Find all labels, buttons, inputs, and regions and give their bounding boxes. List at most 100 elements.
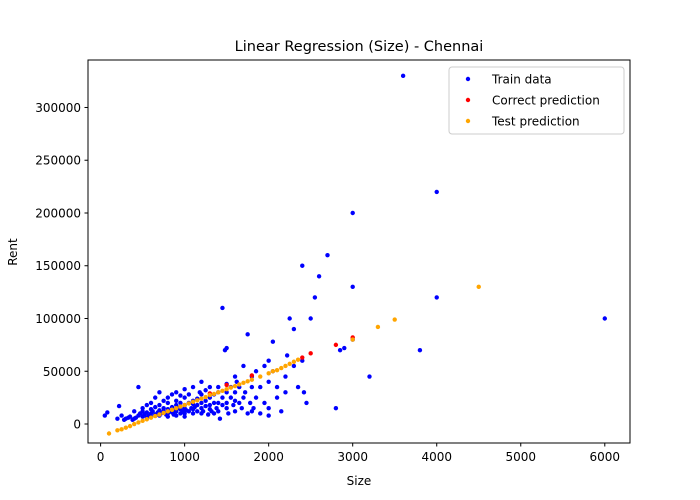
data-point — [174, 398, 179, 403]
data-point — [270, 339, 276, 344]
y-tick-label: 200000 — [35, 206, 81, 220]
data-point — [207, 392, 213, 398]
data-point — [291, 363, 297, 369]
data-point — [203, 403, 208, 409]
data-point — [350, 284, 355, 290]
data-point — [203, 394, 208, 400]
data-point — [190, 384, 196, 390]
data-point — [199, 379, 204, 384]
data-point — [224, 405, 229, 411]
data-point — [301, 390, 307, 395]
data-point — [190, 411, 196, 416]
x-axis-ticks: 0 1000 2000 3000 4000 5000 6000 — [97, 443, 620, 464]
data-point — [245, 379, 250, 384]
data-point — [249, 384, 255, 390]
data-point — [241, 380, 246, 386]
data-point — [195, 398, 200, 403]
data-point — [400, 73, 406, 79]
data-point — [417, 347, 423, 353]
data-point — [157, 412, 162, 417]
data-point — [123, 425, 129, 430]
data-point — [102, 413, 108, 418]
data-point — [392, 317, 397, 322]
data-point — [216, 390, 221, 395]
data-point — [266, 413, 271, 418]
data-point — [333, 405, 339, 411]
data-point — [165, 395, 171, 400]
data-point — [316, 274, 322, 279]
data-point — [220, 305, 225, 311]
y-tick-label: 50000 — [43, 365, 81, 379]
data-point — [295, 357, 301, 362]
data-point — [291, 359, 297, 364]
data-point — [153, 413, 158, 419]
data-point — [283, 374, 288, 379]
data-point — [266, 405, 271, 411]
data-point — [253, 369, 259, 374]
plot-frame — [87, 59, 631, 444]
data-point — [182, 414, 187, 419]
x-tick-label: 0 — [97, 450, 105, 464]
data-point — [300, 358, 305, 363]
data-point — [140, 405, 145, 411]
data-point — [291, 326, 297, 332]
legend-box — [448, 66, 625, 135]
data-point — [245, 411, 250, 416]
data-point — [205, 412, 211, 417]
data-point — [350, 210, 355, 216]
data-point — [174, 390, 179, 395]
data-point — [150, 409, 155, 414]
data-point — [253, 395, 259, 400]
data-point — [211, 400, 217, 406]
data-point — [148, 400, 154, 406]
data-point — [245, 332, 250, 337]
data-point — [207, 402, 213, 408]
data-point — [283, 363, 288, 369]
data-point — [266, 371, 271, 376]
data-point — [232, 398, 238, 403]
data-point — [220, 395, 225, 400]
data-point — [178, 393, 183, 398]
legend-label-correct: Correct prediction — [492, 94, 600, 108]
data-point — [228, 385, 234, 390]
data-point — [161, 410, 166, 416]
y-axis-label: Rent — [6, 238, 20, 266]
data-point — [116, 403, 122, 409]
data-point — [140, 418, 145, 424]
y-tick-label: 0 — [73, 418, 81, 432]
data-point — [220, 388, 225, 393]
x-tick-label: 2000 — [253, 450, 284, 464]
data-point — [195, 402, 200, 408]
data-point — [300, 263, 305, 268]
chart-title: Linear Regression (Size) - Chennai — [235, 39, 484, 55]
data-point — [190, 399, 196, 405]
data-point — [279, 365, 284, 371]
data-point — [224, 386, 229, 392]
data-point — [304, 400, 309, 406]
data-point — [195, 409, 200, 414]
data-point — [144, 402, 150, 408]
data-point — [186, 392, 192, 397]
data-point — [127, 414, 133, 419]
data-point — [115, 428, 120, 433]
data-point — [199, 400, 204, 406]
data-point — [270, 369, 276, 374]
data-point — [237, 400, 242, 406]
legend-label-train: Train data — [491, 73, 552, 87]
data-point — [186, 401, 192, 406]
data-point — [274, 368, 280, 373]
x-tick-label: 1000 — [169, 450, 200, 464]
data-point — [216, 384, 221, 390]
legend-label-test: Test prediction — [491, 115, 580, 129]
data-point — [258, 384, 263, 390]
y-tick-label: 100000 — [35, 312, 81, 326]
data-point — [220, 402, 225, 408]
data-point — [119, 427, 124, 432]
data-point — [106, 431, 112, 436]
data-point — [136, 420, 141, 425]
y-tick-label: 250000 — [35, 154, 81, 168]
data-point — [224, 345, 229, 351]
data-point — [136, 384, 141, 390]
data-point — [165, 414, 171, 419]
y-tick-label: 300000 — [35, 101, 81, 115]
